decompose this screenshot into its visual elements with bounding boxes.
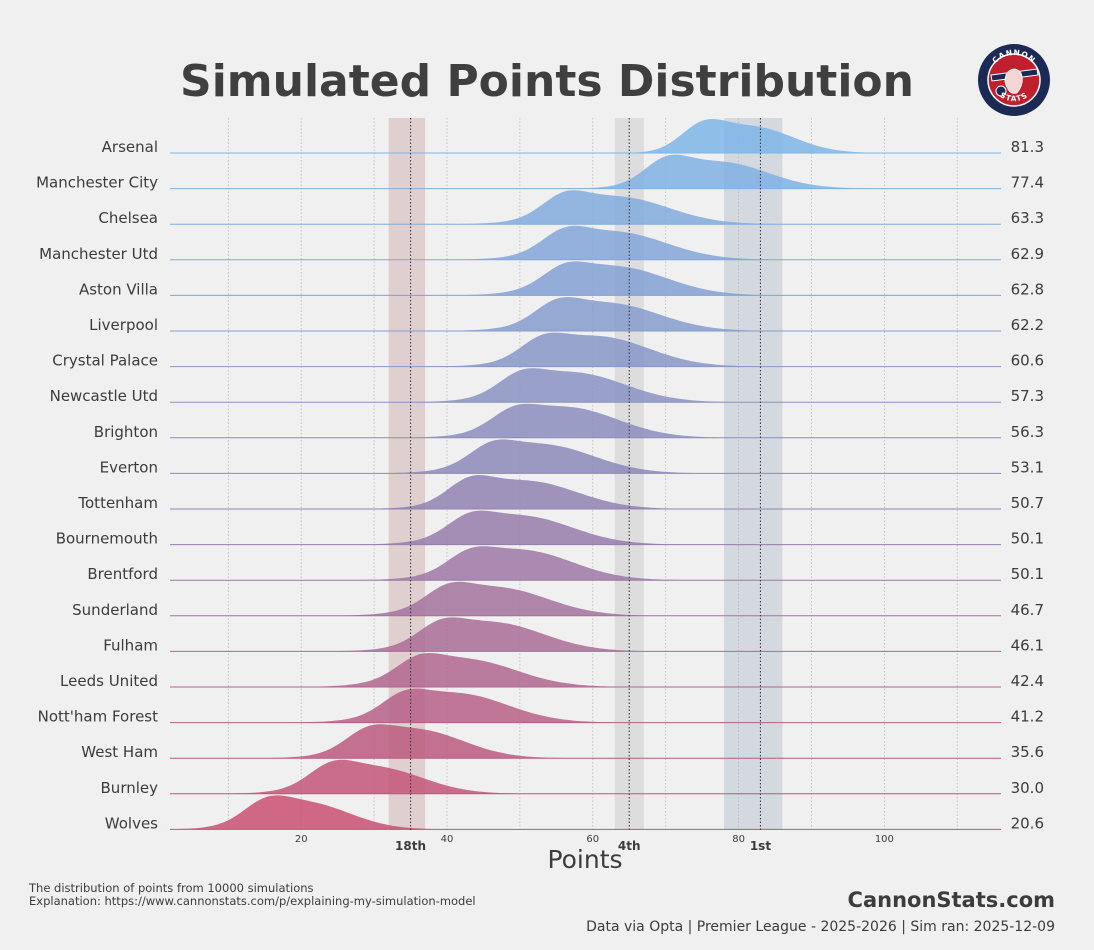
x-tick-label: 40 xyxy=(441,834,454,845)
team-label: Everton xyxy=(100,458,158,476)
expected-points-label: 63.3 xyxy=(1011,209,1044,227)
expected-points-label: 81.3 xyxy=(1011,138,1044,156)
brand-name: CannonStats.com xyxy=(847,888,1055,912)
band-4th xyxy=(614,118,644,830)
expected-points-label: 50.1 xyxy=(1011,565,1044,583)
chart-title: Simulated Points Distribution xyxy=(180,56,914,107)
ridge-liverpool xyxy=(170,297,1001,331)
footnote-line1: The distribution of points from 10000 si… xyxy=(29,881,314,895)
expected-points-label: 41.2 xyxy=(1011,708,1044,726)
x-tick-label: 80 xyxy=(732,834,745,845)
team-label: Burnley xyxy=(101,779,159,797)
ridge-newcastle-utd xyxy=(170,368,1001,403)
ridge-arsenal xyxy=(170,119,1001,153)
logo-bottom-text: STATS xyxy=(999,90,1029,103)
expected-points-label: 53.1 xyxy=(1011,458,1044,476)
ridge-aston-villa xyxy=(170,261,1001,296)
team-label: Brighton xyxy=(94,423,158,441)
ref-label-4th: 4th xyxy=(618,839,641,853)
gridlines xyxy=(227,118,958,830)
ridge-brentford xyxy=(170,546,1001,581)
expected-points-label: 60.6 xyxy=(1011,352,1044,370)
labels: Arsenal 81.3 Manchester City 77.4 Chelsea 63.… xyxy=(36,138,1044,832)
team-label: Arsenal xyxy=(102,138,158,156)
ref-label-1st: 1st xyxy=(750,839,771,853)
reference-lines xyxy=(410,118,761,830)
team-label: Fulham xyxy=(103,636,158,654)
expected-points-label: 46.7 xyxy=(1011,601,1044,619)
team-label: Sunderland xyxy=(72,601,158,619)
expected-points-label: 30.0 xyxy=(1011,779,1044,797)
ridge-manchester-utd xyxy=(170,225,1001,260)
ridge-burnley xyxy=(170,759,1001,794)
ridge-chelsea xyxy=(170,190,1001,225)
x-tick-label: 20 xyxy=(295,834,308,845)
expected-points-label: 35.6 xyxy=(1011,743,1044,761)
team-label: Bournemouth xyxy=(56,530,158,548)
ridge-crystal-palace xyxy=(170,332,1001,367)
team-label: Manchester City xyxy=(36,174,158,192)
team-label: West Ham xyxy=(81,743,158,761)
ref-label-18th: 18th xyxy=(395,839,426,853)
ridge-fulham xyxy=(170,617,1001,652)
expected-points-label: 50.1 xyxy=(1011,530,1044,548)
team-label: Newcastle Utd xyxy=(50,387,158,405)
expected-points-label: 77.4 xyxy=(1011,174,1044,192)
ridge-bournemouth xyxy=(170,510,1001,545)
expected-points-label: 50.7 xyxy=(1011,494,1044,512)
x-axis: 18th 4th 1st 20 40 60 80 100 Points xyxy=(295,834,894,874)
team-label: Manchester Utd xyxy=(39,245,158,263)
expected-points-label: 46.1 xyxy=(1011,636,1044,654)
expected-points-label: 56.3 xyxy=(1011,423,1044,441)
team-label: Crystal Palace xyxy=(52,352,158,370)
team-label: Tottenham xyxy=(77,494,158,512)
ridge-west-ham xyxy=(170,724,1001,759)
expected-points-label: 62.8 xyxy=(1011,280,1044,298)
band-18th xyxy=(388,118,426,830)
expected-points-label: 20.6 xyxy=(1011,814,1044,832)
ridge-wolves xyxy=(170,795,1001,830)
ridge-tottenham xyxy=(170,475,1001,509)
team-label: Leeds United xyxy=(60,672,158,690)
cannonstats-logo: CANNON STATS xyxy=(978,44,1050,116)
ridge-sunderland xyxy=(170,581,1001,616)
source-line: Data via Opta | Premier League - 2025-20… xyxy=(586,919,1055,935)
ridge-leeds-united xyxy=(170,653,1001,687)
x-tick-label: 60 xyxy=(586,834,599,845)
footnote-line2: Explanation: https://www.cannonstats.com… xyxy=(29,894,476,908)
x-axis-label: Points xyxy=(547,845,622,874)
expected-points-label: 62.2 xyxy=(1011,316,1044,334)
team-label: Brentford xyxy=(87,565,158,583)
team-label: Aston Villa xyxy=(79,280,158,298)
team-label: Liverpool xyxy=(89,316,158,334)
expected-points-label: 57.3 xyxy=(1011,387,1044,405)
reference-bands xyxy=(388,118,783,830)
ridges xyxy=(170,119,1001,830)
ridge-manchester-city xyxy=(170,154,1001,189)
ridge-everton xyxy=(170,439,1001,474)
ridgeline-chart: Arsenal 81.3 Manchester City 77.4 Chelsea 63.… xyxy=(36,118,1044,874)
expected-points-label: 62.9 xyxy=(1011,245,1044,263)
ridge-brighton xyxy=(170,403,1001,438)
footnote: The distribution of points from 10000 si… xyxy=(29,882,476,908)
expected-points-label: 42.4 xyxy=(1011,672,1044,690)
team-label: Chelsea xyxy=(98,209,158,227)
svg-text:STATS: STATS xyxy=(999,90,1030,103)
ridge-nott-ham-forest xyxy=(170,688,1001,723)
x-tick-label: 100 xyxy=(875,834,894,845)
team-label: Nott'ham Forest xyxy=(38,708,159,726)
band-1st xyxy=(724,118,783,830)
team-label: Wolves xyxy=(105,814,158,832)
